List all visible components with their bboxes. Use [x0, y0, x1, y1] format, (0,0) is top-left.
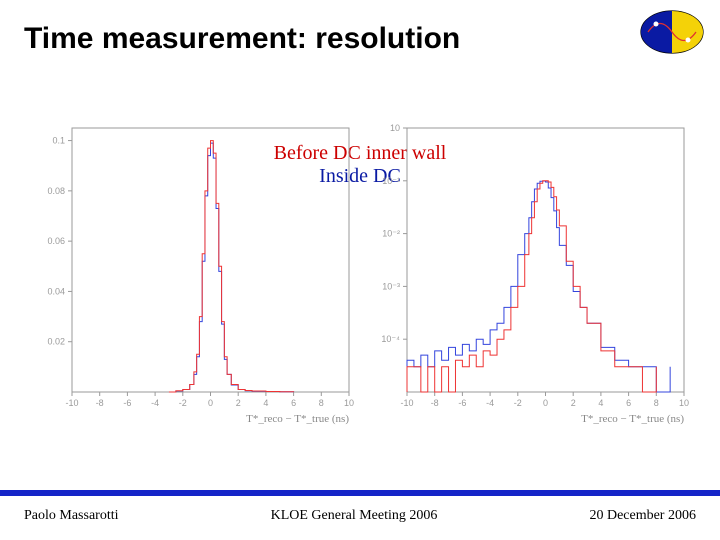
chart-right-log: -10 -8 -6 -4 -2 0 2 4 6 8 10 10⁻⁴ 10⁻³ 10⁻² 10⁻¹ 10 T*_r…	[365, 120, 690, 430]
svg-text:-6: -6	[458, 398, 466, 408]
svg-text:-10: -10	[65, 398, 78, 408]
svg-text:10⁻²: 10⁻²	[382, 229, 400, 239]
svg-text:6: 6	[626, 398, 631, 408]
svg-text:T*_reco − T*_true (ns): T*_reco − T*_true (ns)	[581, 413, 684, 425]
footer-date: 20 December 2006	[589, 508, 696, 524]
svg-text:-2: -2	[179, 398, 187, 408]
svg-text:0.06: 0.06	[47, 236, 65, 246]
svg-text:-8: -8	[96, 398, 104, 408]
svg-text:-10: -10	[400, 398, 413, 408]
logo-right-half	[672, 11, 703, 53]
svg-text:2: 2	[236, 398, 241, 408]
svg-text:10⁻¹: 10⁻¹	[382, 176, 400, 186]
svg-text:0: 0	[208, 398, 213, 408]
footer-divider	[0, 490, 720, 496]
svg-text:10⁻⁴: 10⁻⁴	[381, 334, 400, 344]
svg-text:8: 8	[319, 398, 324, 408]
svg-text:0.1: 0.1	[52, 136, 65, 146]
svg-text:10: 10	[679, 398, 689, 408]
page-title: Time measurement: resolution	[24, 22, 460, 56]
charts-row: -10 -8 -6 -4 -2 0 2 4 6 8 10 0.02 0.04 0.06 0.08 0.1 T*_…	[30, 120, 690, 430]
svg-text:T*_reco − T*_true (ns): T*_reco − T*_true (ns)	[246, 413, 349, 425]
svg-text:0.08: 0.08	[47, 186, 65, 196]
footer-author: Paolo Massarotti	[24, 508, 119, 524]
svg-text:10: 10	[390, 123, 400, 133]
svg-text:-6: -6	[123, 398, 131, 408]
svg-text:10: 10	[344, 398, 354, 408]
svg-text:6: 6	[291, 398, 296, 408]
svg-text:-2: -2	[514, 398, 522, 408]
svg-text:4: 4	[263, 398, 268, 408]
footer-meeting: KLOE General Meeting 2006	[271, 508, 438, 524]
svg-text:0: 0	[543, 398, 548, 408]
svg-text:4: 4	[598, 398, 603, 408]
svg-text:0.04: 0.04	[47, 286, 65, 296]
kloe-logo	[640, 10, 704, 54]
svg-text:2: 2	[571, 398, 576, 408]
logo-left-half	[641, 11, 672, 53]
svg-text:-4: -4	[486, 398, 494, 408]
chart-left-linear: -10 -8 -6 -4 -2 0 2 4 6 8 10 0.02 0.04 0.06 0.08 0.1 T*_…	[30, 120, 355, 430]
svg-text:-8: -8	[431, 398, 439, 408]
svg-text:0.02: 0.02	[47, 337, 65, 347]
svg-text:-4: -4	[151, 398, 159, 408]
svg-text:8: 8	[654, 398, 659, 408]
footer: Paolo Massarotti KLOE General Meeting 20…	[24, 508, 696, 524]
svg-text:10⁻³: 10⁻³	[382, 281, 400, 291]
